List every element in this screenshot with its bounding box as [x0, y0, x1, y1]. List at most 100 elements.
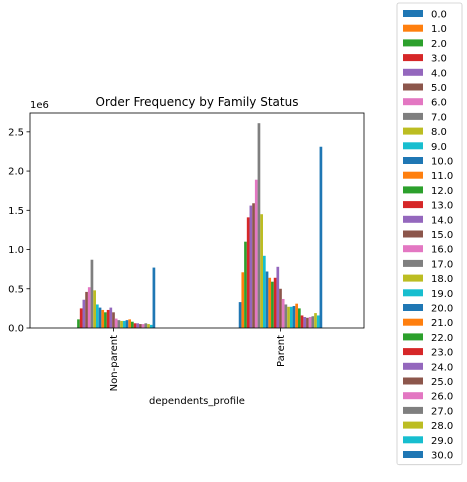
- bar-non-parent-25-0: [139, 324, 142, 328]
- bar-non-parent-30-0: [152, 267, 156, 328]
- x-ticks-group: Non-parent Parent: [109, 328, 287, 391]
- bar-parent-18-0: [287, 306, 290, 328]
- legend: 0.0 1.0 2.0 3.0 4.0 5.0 6.0 7.0 8.0 9.0 10.0 11.0 12…: [396, 2, 463, 466]
- legend-swatch: [403, 421, 423, 429]
- legend-swatch: [403, 201, 423, 209]
- bar-non-parent-2-0: [77, 319, 80, 328]
- bar-parent-5-0: [252, 203, 255, 328]
- bar-parent-20-0: [292, 306, 296, 328]
- bar-parent-7-0: [257, 123, 261, 328]
- legend-swatch: [403, 54, 423, 62]
- y-tick-label: 2.0: [8, 167, 24, 178]
- bar-non-parent-19-0: [122, 320, 126, 328]
- bar-parent-29-0: [316, 315, 320, 328]
- bar-non-parent-28-0: [147, 324, 150, 328]
- y-tick-label: 1.0: [8, 245, 24, 256]
- legend-label: 17.0: [431, 259, 453, 270]
- bar-parent-11-0: [268, 277, 272, 328]
- legend-label: 22.0: [431, 333, 453, 344]
- bar-parent-15-0: [279, 288, 282, 328]
- bar-parent-12-0: [271, 281, 274, 328]
- legend-label: 24.0: [431, 362, 453, 373]
- bar-parent-10-0: [265, 271, 269, 328]
- bar-non-parent-6-0: [87, 287, 91, 328]
- bar-non-parent-9-0: [95, 304, 99, 328]
- legend-label: 19.0: [431, 289, 453, 300]
- bar-non-parent-7-0: [90, 259, 94, 328]
- legend-label: 30.0: [431, 451, 453, 462]
- bar-non-parent-20-0: [125, 320, 129, 328]
- legend-label: 15.0: [431, 230, 453, 241]
- bar-non-parent-17-0: [117, 320, 121, 328]
- bar-non-parent-13-0: [106, 309, 110, 328]
- legend-swatch: [403, 68, 423, 76]
- plot-frame: [29, 112, 365, 329]
- bar-parent-16-0: [281, 298, 285, 328]
- legend-swatch: [403, 318, 423, 326]
- bar-parent-4-0: [249, 205, 253, 328]
- legend-swatch: [403, 392, 423, 400]
- legend-swatch: [403, 289, 423, 297]
- bar-parent-0-0: [238, 302, 242, 328]
- legend-swatch: [403, 127, 423, 135]
- bars-group: [77, 123, 323, 328]
- legend-swatch: [403, 142, 423, 150]
- y-ticks-group: 0.0 0.5 1.0 1.5 2.0 2.5: [8, 127, 30, 335]
- legend-swatch: [403, 10, 423, 17]
- legend-swatch: [403, 215, 423, 223]
- bar-parent-28-0: [314, 313, 317, 328]
- bar-parent-26-0: [308, 317, 312, 328]
- y-tick-label: 2.5: [8, 127, 24, 138]
- x-tick-label: Non-parent: [109, 335, 120, 391]
- legend-label: 29.0: [431, 436, 453, 447]
- bar-non-parent-4-0: [82, 299, 86, 328]
- bar-parent-8-0: [260, 214, 263, 328]
- bar-parent-17-0: [284, 304, 288, 328]
- bar-parent-22-0: [298, 308, 301, 328]
- x-axis-label: dependents_profile: [149, 396, 245, 407]
- bar-non-parent-16-0: [114, 318, 118, 328]
- legend-swatch: [403, 186, 423, 194]
- legend-swatch: [403, 333, 423, 341]
- legend-label: 18.0: [431, 274, 453, 285]
- legend-swatch: [403, 157, 423, 164]
- legend-swatch: [403, 451, 423, 458]
- bar-parent-30-0: [319, 146, 323, 328]
- legend-label: 20.0: [431, 304, 453, 315]
- bar-non-parent-15-0: [112, 312, 115, 328]
- legend-label: 11.0: [431, 171, 453, 182]
- bar-non-parent-14-0: [109, 307, 113, 328]
- legend-label: 26.0: [431, 392, 453, 403]
- legend-label: 0.0: [431, 10, 447, 21]
- legend-swatch: [403, 112, 423, 120]
- legend-label: 6.0: [431, 98, 447, 109]
- bar-non-parent-23-0: [133, 323, 137, 328]
- bar-non-parent-8-0: [93, 290, 96, 328]
- y-tick-label: 1.5: [8, 206, 24, 217]
- bar-parent-2-0: [244, 241, 247, 328]
- legend-label: 16.0: [431, 245, 453, 256]
- legend-label: 13.0: [431, 201, 453, 212]
- x-tick-label: Parent: [276, 335, 287, 367]
- legend-label: 27.0: [431, 406, 453, 417]
- bar-parent-6-0: [254, 179, 258, 328]
- bar-non-parent-10-0: [98, 307, 102, 328]
- legend-label: 12.0: [431, 186, 453, 197]
- legend-swatch: [403, 245, 423, 253]
- legend-swatch: [403, 259, 423, 267]
- legend-label: 2.0: [431, 39, 447, 50]
- bar-non-parent-27-0: [144, 323, 148, 328]
- legend-swatch: [403, 83, 423, 91]
- bar-parent-9-0: [262, 255, 266, 328]
- bar-parent-19-0: [289, 306, 293, 328]
- y-tick-label: 0.5: [8, 284, 24, 295]
- legend-swatch: [403, 39, 423, 47]
- bar-non-parent-12-0: [104, 312, 107, 328]
- legend-swatch: [403, 230, 423, 238]
- legend-label: 4.0: [431, 68, 447, 79]
- legend-swatch: [403, 171, 423, 179]
- legend-swatch: [403, 436, 423, 444]
- bar-non-parent-5-0: [85, 291, 88, 328]
- bar-parent-27-0: [311, 316, 315, 328]
